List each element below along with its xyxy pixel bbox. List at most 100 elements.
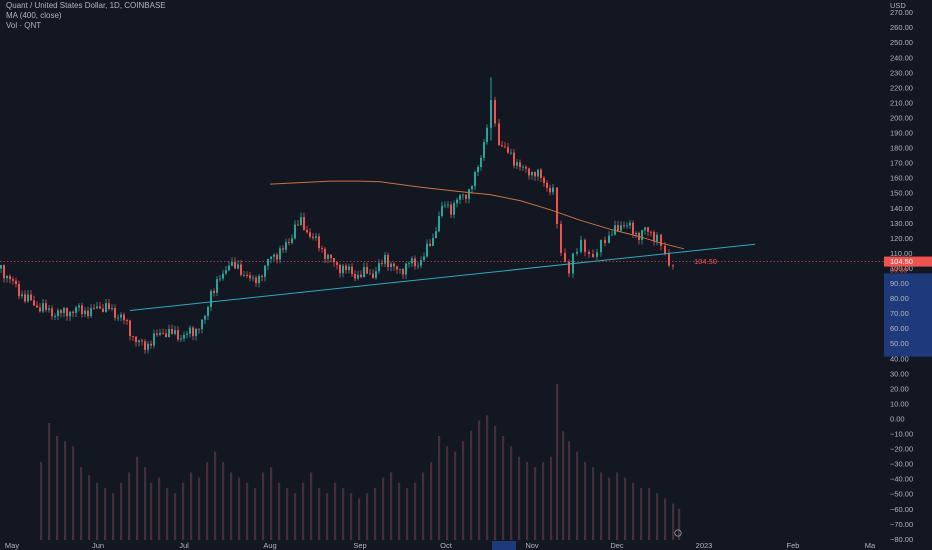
- volume-bar: [600, 472, 603, 540]
- volume-bar: [470, 430, 473, 540]
- candle-body: [33, 300, 35, 306]
- time-axis[interactable]: May Jun Jul Aug Sep Oct Nov Dec 2023 Feb Ma: [5, 541, 876, 550]
- volume-bar: [366, 493, 369, 540]
- candle-body: [108, 303, 110, 309]
- candle-body: [510, 152, 512, 154]
- candle-body: [303, 217, 305, 231]
- volume-bar: [640, 488, 643, 540]
- candle-body: [560, 223, 562, 253]
- time-tick-label: Nov: [525, 541, 539, 550]
- volume-bar: [486, 415, 489, 540]
- price-tick-label: 270.00: [890, 8, 913, 17]
- volume-bar: [454, 451, 457, 540]
- candle-body: [198, 328, 200, 330]
- candle-body: [72, 311, 74, 313]
- price-tick-label: 90.00: [890, 279, 909, 288]
- candle-body: [30, 294, 32, 301]
- candle-body: [471, 185, 473, 190]
- candle-body: [432, 238, 434, 246]
- candle-body: [672, 265, 674, 267]
- candle-body: [604, 239, 606, 243]
- price-tick-label: 240.00: [890, 53, 913, 62]
- volume-bar: [286, 488, 289, 540]
- candle-body: [75, 307, 77, 313]
- candle-body: [210, 291, 212, 308]
- candle-body: [312, 236, 314, 238]
- time-tick-label: Dec: [610, 541, 624, 550]
- candle-body: [285, 242, 287, 250]
- volume-bar: [318, 488, 321, 540]
- candle-body: [635, 232, 637, 235]
- support-trendline: [129, 243, 756, 311]
- volume-bar: [302, 482, 305, 540]
- volume-bar: [438, 436, 441, 540]
- candle-body: [660, 234, 662, 246]
- candle-body: [183, 334, 185, 339]
- candle-body: [327, 254, 329, 259]
- volume-bar: [414, 482, 417, 540]
- candle-body: [24, 294, 26, 302]
- candle-body: [174, 330, 176, 334]
- volume-bar: [430, 462, 433, 540]
- volume-bar: [294, 493, 297, 540]
- candle-body: [114, 307, 116, 318]
- volume-bar: [80, 467, 83, 540]
- price-tick-label: 110.00: [890, 249, 912, 258]
- candle-body: [483, 142, 485, 158]
- volume-bar: [576, 451, 579, 540]
- ma-indicator-label[interactable]: MA (400, close): [6, 11, 62, 20]
- event-marker-icon: [674, 529, 682, 537]
- candle-body: [195, 328, 197, 336]
- candle-body: [150, 343, 152, 346]
- time-tick-label: Ma: [865, 541, 876, 550]
- candle-body: [66, 307, 68, 317]
- price-tick-label: −40.00: [890, 475, 913, 484]
- volume-bar: [158, 477, 161, 540]
- time-tick-label: Feb: [787, 541, 800, 550]
- candle-body: [504, 146, 506, 148]
- candle-body: [399, 268, 401, 270]
- volume-bar: [526, 462, 529, 540]
- candle-body: [243, 275, 245, 276]
- volume-bar: [648, 488, 651, 540]
- candle-body: [600, 239, 602, 253]
- volume-bar: [238, 477, 241, 540]
- candle-body: [647, 227, 649, 232]
- candle-body: [592, 253, 594, 257]
- chart-overlays: 104.50: [0, 180, 884, 537]
- candle-body: [207, 307, 209, 316]
- volume-bar: [502, 436, 505, 540]
- volume-bar: [350, 493, 353, 540]
- time-tick-label: May: [5, 541, 19, 550]
- candle-body: [258, 275, 260, 284]
- candle-body: [664, 245, 666, 254]
- volume-bar: [136, 456, 139, 540]
- candle-body: [339, 264, 341, 274]
- candle-body: [132, 335, 134, 337]
- candle-body: [608, 235, 610, 243]
- candle-body: [18, 284, 20, 297]
- candle-body: [372, 273, 374, 278]
- price-tick-label: 260.00: [890, 23, 913, 32]
- candle-body: [117, 317, 119, 319]
- candle-body: [456, 199, 458, 204]
- price-tick-label: 220.00: [890, 83, 913, 92]
- volume-bar: [518, 456, 521, 540]
- candle-body: [147, 343, 149, 350]
- volume-indicator-label[interactable]: Vol · QNT: [6, 21, 42, 30]
- price-tick-label: 60.00: [890, 324, 909, 333]
- candle-body: [21, 294, 23, 297]
- candle-body: [162, 332, 164, 334]
- volume-bar: [88, 475, 91, 540]
- price-tick-label: 50.00: [890, 339, 909, 348]
- candle-body: [300, 217, 302, 226]
- last-price-tag-label: 104.50: [890, 257, 913, 266]
- price-tick-label: 150.00: [890, 189, 913, 198]
- countdown-label: 09:39: [890, 268, 908, 275]
- price-tick-label: 70.00: [890, 309, 909, 318]
- candlesticks: [0, 77, 674, 354]
- symbol-title[interactable]: Quant / United States Dollar, 1D, COINBA…: [6, 1, 166, 10]
- volume-bar: [664, 498, 667, 540]
